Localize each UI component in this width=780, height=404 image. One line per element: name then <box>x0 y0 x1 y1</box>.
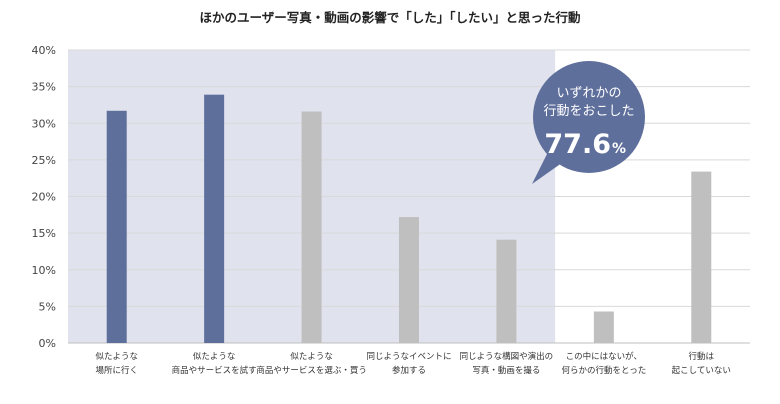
y-tick-label: 5% <box>39 300 56 313</box>
x-tick-label: 写真・動画を撮る <box>472 365 540 376</box>
x-tick-label: 同じような構図や演出の <box>460 351 554 362</box>
y-tick-label: 20% <box>32 191 56 204</box>
bar <box>106 110 127 343</box>
x-tick-label: 起こしていない <box>672 366 731 376</box>
x-tick-label: 似たような <box>193 352 236 362</box>
callout-line-2: 行動をおこした <box>543 104 634 119</box>
x-tick-label: 商品やサービスを試す <box>172 365 257 376</box>
x-tick-label: 何らかの行動をとった <box>561 365 646 376</box>
y-tick-label: 15% <box>32 227 56 240</box>
callout-unit: % <box>612 141 626 157</box>
bar <box>691 171 712 343</box>
x-tick-label: この中にはないが、 <box>566 351 642 362</box>
x-tick-label: 同じようなイベントに <box>366 352 451 362</box>
x-tick-label: 似たような <box>290 352 333 362</box>
x-tick-label: 似たような <box>95 352 138 362</box>
x-tick-label: 行動は <box>689 351 715 362</box>
callout-value: 77.6 <box>544 129 611 160</box>
callout-line-1: いずれかの <box>556 86 621 101</box>
x-tick-label: 参加する <box>392 365 426 376</box>
bar <box>593 311 614 343</box>
y-tick-label: 25% <box>32 154 56 167</box>
x-tick-label: 商品やサービスを選ぶ・買う <box>256 365 367 376</box>
bar <box>301 111 322 343</box>
bar <box>496 239 517 343</box>
y-tick-label: 10% <box>32 264 56 277</box>
bar <box>399 217 419 343</box>
x-tick-label: 場所に行く <box>95 365 138 376</box>
y-tick-label: 40% <box>32 44 56 57</box>
y-tick-label: 35% <box>32 81 56 94</box>
chart-title: ほかのユーザー写真・動画の影響で「した」「したい」と思った行動 <box>199 10 580 25</box>
y-tick-label: 0% <box>39 337 56 350</box>
y-tick-label: 30% <box>32 117 56 130</box>
callout-bubble <box>533 61 645 173</box>
bar <box>204 94 225 344</box>
